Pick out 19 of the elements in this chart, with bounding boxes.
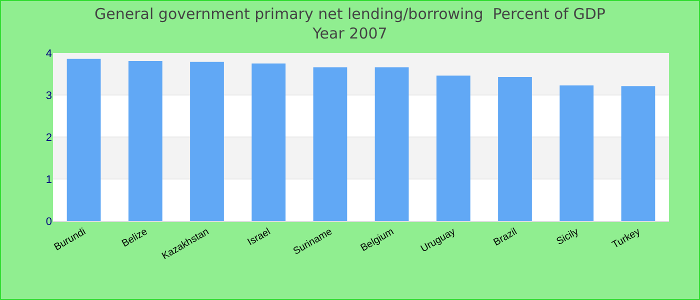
bar <box>66 58 101 221</box>
y-tick-label: 0 <box>46 216 52 228</box>
bar <box>374 67 409 221</box>
bar <box>252 64 286 221</box>
chart-title: General government primary net lending/borrowing Percent of GDP <box>94 4 606 23</box>
bar <box>190 62 224 221</box>
y-tick-label: 2 <box>46 132 52 144</box>
x-tick-label: Sicily <box>554 226 581 248</box>
bar <box>621 86 656 221</box>
x-tick-label: Belize <box>120 226 150 250</box>
bar <box>498 76 532 221</box>
y-tick-label: 1 <box>46 174 52 186</box>
chart-subtitle: Year 2007 <box>312 24 388 42</box>
y-tick-label: 3 <box>46 90 52 102</box>
bar <box>313 67 348 221</box>
bar <box>128 60 162 221</box>
y-tick-label: 4 <box>46 48 52 60</box>
bar <box>436 76 470 221</box>
bar <box>560 85 594 221</box>
